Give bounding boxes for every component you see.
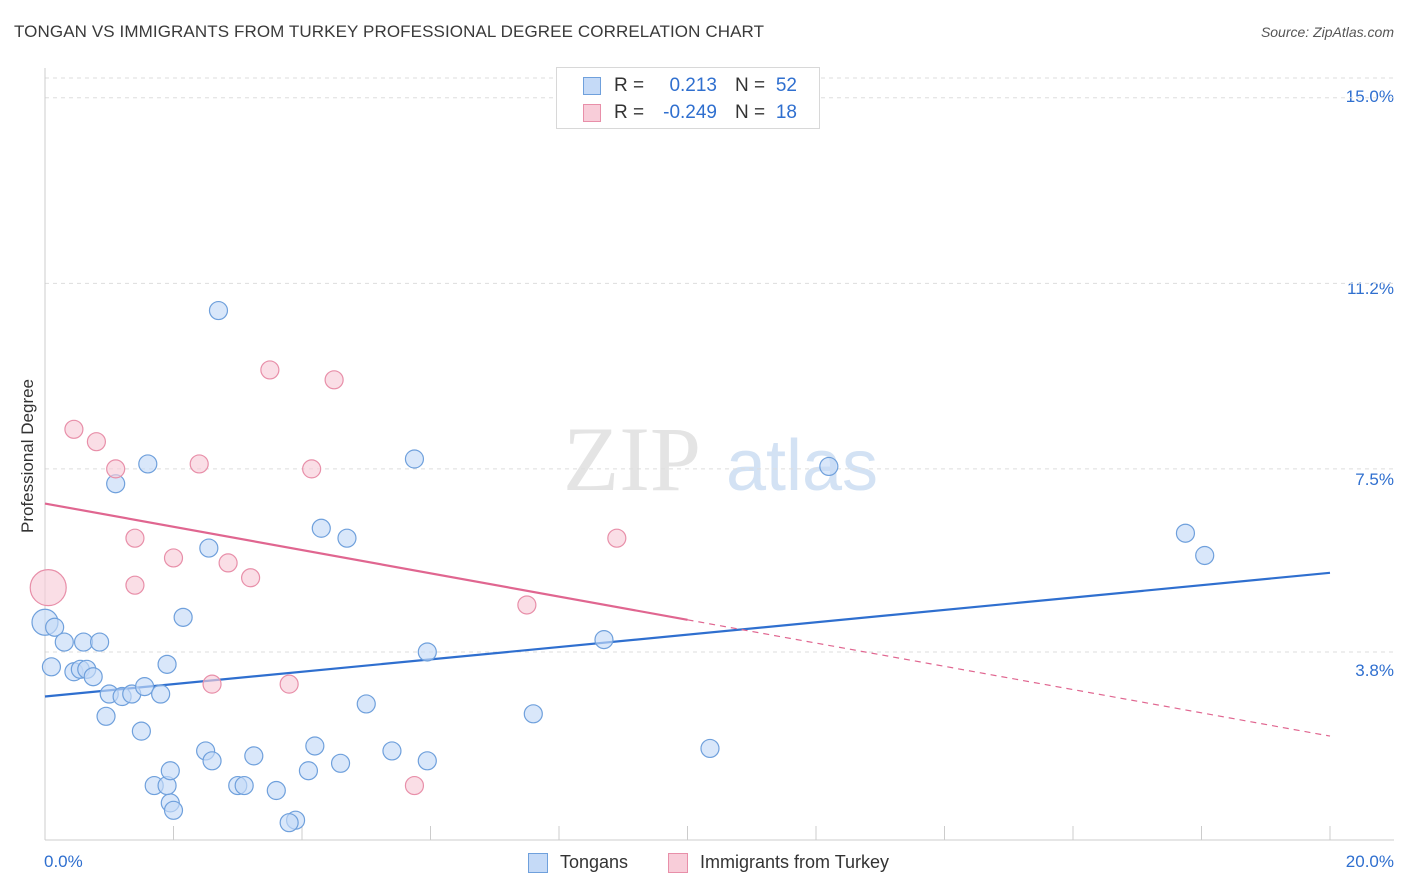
x-tick-label: 20.0% [1345,852,1394,871]
legend-r-label: R = [614,75,645,96]
data-point-tongans [208,300,229,321]
x-tick-label: 0.0% [44,852,83,871]
data-point-tongans [138,454,158,474]
chart-title: TONGAN VS IMMIGRANTS FROM TURKEY PROFESS… [14,22,765,41]
data-point-tongans [700,738,720,759]
data-point-tongans [404,449,425,469]
data-point-tongans [163,800,184,820]
data-point-tongans [173,607,193,627]
data-point-tongans [134,677,155,697]
data-point-tongans [311,518,331,538]
data-point-tongans [73,632,94,652]
data-point-tongans [819,456,839,477]
legend-n-label: N = [735,102,766,123]
legend-label: Immigrants from Turkey [700,852,890,872]
data-point-tongans [417,642,437,662]
data-point-turkey [607,528,627,548]
legend-swatch-pink [583,104,601,122]
data-point-tongans [202,751,222,771]
data-point-tongans [157,654,177,674]
data-point-turkey [302,459,322,479]
legend-swatch-pink [668,853,688,873]
data-point-tongans [96,706,116,726]
data-point-tongans [1195,545,1215,566]
legend-r-label: R = [614,102,645,123]
data-point-tongans [523,704,543,724]
data-point-turkey [29,569,67,607]
legend-n-value: 18 [775,102,797,123]
data-point-tongans [199,538,219,558]
data-point-turkey [241,568,261,588]
data-point-turkey [64,419,84,439]
legend-row-tongans: R = 0.213 N = 52 [557,74,819,100]
data-point-tongans [305,736,325,756]
legend-box: R = 0.213 N = 52 R = -0.249 N = 18 [556,67,820,129]
data-point-tongans [41,657,62,677]
data-point-tongans [298,761,319,781]
legend-swatch-blue [583,77,601,95]
trend-line-turkey [44,502,688,621]
series-legend: Tongans Immigrants from Turkey [0,851,1406,877]
watermark-zip: ZIP [563,408,701,510]
data-point-turkey [125,575,145,595]
legend-r-value: -0.249 [663,102,717,123]
data-point-tongans [244,746,264,766]
legend-r-value: 0.213 [669,75,717,96]
data-point-tongans [356,694,376,714]
trend-line-tongans [44,571,1331,698]
data-point-tongans [1175,523,1196,543]
trend-line-turkey-extension [687,619,1331,737]
y-tick-label: 7.5% [1355,470,1394,489]
data-point-tongans [151,684,171,704]
data-point-turkey [86,432,107,452]
data-point-turkey [218,553,238,573]
data-point-turkey [189,454,209,474]
data-point-turkey [279,674,299,694]
y-tick-label: 3.8% [1355,661,1394,680]
legend-label: Tongans [560,852,629,872]
data-point-turkey [517,595,537,615]
data-point-tongans [279,813,299,833]
data-point-tongans [266,780,286,801]
legend-swatch-blue [528,853,548,873]
data-point-turkey [163,548,184,568]
data-point-turkey [125,528,145,548]
data-point-tongans [337,528,357,548]
legend-n-value: 52 [775,75,797,96]
data-point-tongans [90,632,110,652]
source-label: Source: ZipAtlas.com [1260,24,1394,40]
data-point-tongans [234,775,254,796]
data-point-tongans [83,667,103,687]
data-point-turkey [324,370,344,390]
data-point-tongans [417,751,437,771]
data-point-tongans [160,761,180,781]
data-point-turkey [106,459,126,479]
data-point-tongans [594,630,614,650]
data-point-tongans [382,741,402,761]
y-tick-label: 15.0% [1345,87,1394,106]
data-point-turkey [202,674,222,694]
legend-n-label: N = [735,75,766,96]
data-point-tongans [131,721,151,741]
data-point-turkey [404,775,425,796]
data-point-tongans [54,632,74,652]
legend-row-turkey: R = -0.249 N = 18 [557,101,819,127]
data-point-tongans [330,753,351,773]
data-point-turkey [260,360,280,380]
watermark-atlas: atlas [726,426,878,506]
data-point-tongans [45,617,65,637]
